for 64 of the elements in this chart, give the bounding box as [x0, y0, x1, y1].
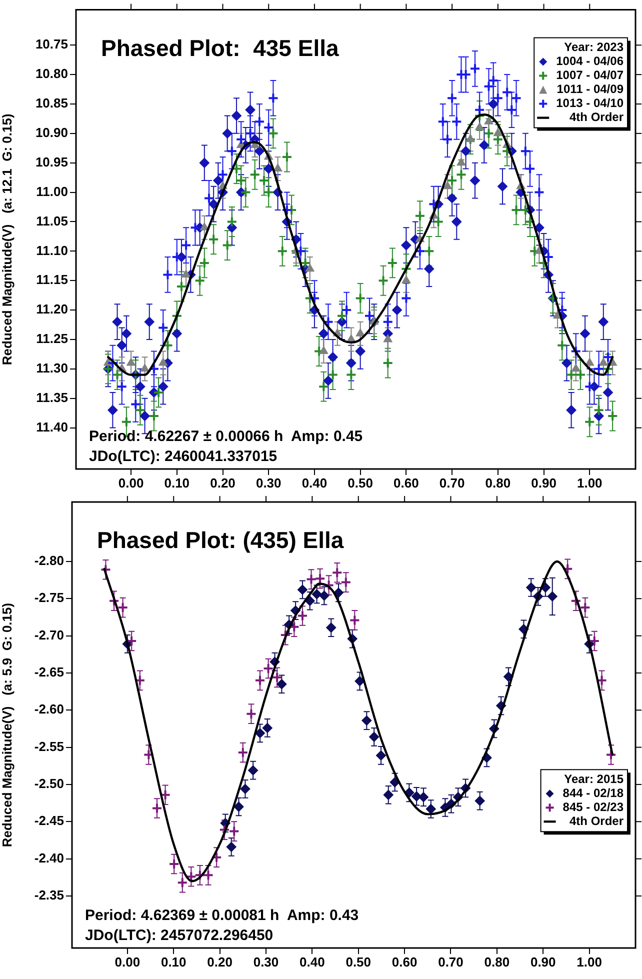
- x-tick-label: 1.00: [576, 475, 602, 490]
- x-tick-label: 0.30: [256, 475, 282, 490]
- y-tick-label: -2.35: [34, 888, 64, 903]
- annotation: JDo(LTC): 2460041.337015: [89, 448, 278, 465]
- legend-label: 4th Order: [569, 814, 624, 828]
- y-tick-label: -2.70: [34, 627, 64, 642]
- x-tick-label: 0.90: [531, 475, 556, 490]
- y-axis-title: Reduced Magnitude(V) (a: 5.9 G: 0.15): [0, 602, 14, 848]
- y-tick-label: -2.55: [34, 738, 64, 754]
- y-tick-label: 10.75: [35, 36, 68, 52]
- x-tick-label: 0.00: [114, 954, 140, 970]
- y-tick-label: 11.25: [36, 331, 68, 346]
- y-tick-label: 10.95: [35, 154, 68, 170]
- y-tick-label: -2.60: [34, 702, 64, 717]
- y-tick-label: 10.90: [35, 125, 68, 140]
- x-tick-label: 0.50: [348, 475, 373, 490]
- x-tick-label: 0.70: [439, 475, 465, 490]
- legend-title: Year: 2015: [564, 772, 624, 786]
- x-tick-label: 0.80: [484, 954, 510, 970]
- y-axis-title: Reduced Magnitude(V) (a: 12.1 G: 0.15): [0, 114, 14, 366]
- y-tick-label: -2.65: [34, 664, 64, 680]
- y-tick-label: 11.10: [36, 242, 68, 258]
- legend-label: 1004 - 04/06: [556, 54, 624, 68]
- legend-label: 845 - 02/23: [562, 800, 624, 814]
- y-tick-label: 11.20: [36, 302, 68, 317]
- x-tick-label: 0.60: [392, 954, 418, 970]
- y-tick-label: 11.40: [36, 419, 68, 434]
- y-tick-label: 11.30: [36, 360, 68, 376]
- legend-label: 1011 - 04/09: [556, 82, 624, 96]
- text: Phased Plot: 435 Ella: [101, 34, 339, 61]
- x-tick-label: 0.10: [160, 954, 186, 970]
- legend-label: 1013 - 04/10: [556, 96, 624, 110]
- legend-label: 1007 - 04/07: [556, 68, 624, 82]
- text: Phased Plot: (435) Ella: [97, 527, 344, 553]
- y-tick-label: 10.80: [35, 66, 68, 82]
- x-tick-label: 0.40: [300, 954, 325, 970]
- y-tick-label: 11.05: [36, 213, 68, 228]
- x-tick-label: 0.20: [207, 954, 232, 970]
- x-tick-label: 0.00: [118, 475, 144, 490]
- y-tick-label: 10.85: [35, 96, 68, 111]
- legend-label: 844 - 02/18: [562, 786, 624, 800]
- y-tick-label: -2.75: [34, 590, 64, 606]
- y-tick-label: -2.50: [34, 776, 64, 792]
- x-tick-label: 0.50: [346, 954, 372, 970]
- y-tick-label: 11.00: [36, 184, 68, 199]
- x-tick-label: 0.60: [394, 475, 419, 490]
- x-tick-label: 0.70: [438, 954, 464, 970]
- legend-label: 4th Order: [569, 110, 624, 124]
- x-tick-label: 0.40: [302, 475, 328, 490]
- x-tick-label: 0.20: [210, 475, 236, 490]
- x-tick-label: 1.00: [576, 954, 602, 970]
- legend-title: Year: 2023: [564, 40, 624, 54]
- y-tick-label: -2.80: [34, 553, 64, 568]
- y-tick-label: 11.15: [36, 272, 68, 288]
- annotation: Period: 4.62369 ± 0.00081 h Amp: 0.43: [85, 907, 359, 924]
- y-tick-label: 11.35: [36, 390, 68, 405]
- annotation: JDo(LTC): 2457072.296450: [85, 927, 274, 944]
- x-tick-label: 0.80: [485, 475, 511, 490]
- x-tick-label: 0.10: [164, 475, 190, 490]
- x-tick-label: 0.30: [253, 954, 279, 970]
- annotation: Period: 4.62267 ± 0.00066 h Amp: 0.45: [89, 428, 363, 445]
- x-tick-label: 0.90: [530, 954, 556, 970]
- y-tick-label: -2.45: [34, 813, 64, 828]
- y-tick-label: -2.40: [34, 850, 64, 866]
